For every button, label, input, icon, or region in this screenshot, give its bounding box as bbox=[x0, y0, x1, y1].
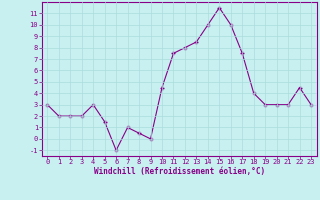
X-axis label: Windchill (Refroidissement éolien,°C): Windchill (Refroidissement éolien,°C) bbox=[94, 167, 265, 176]
